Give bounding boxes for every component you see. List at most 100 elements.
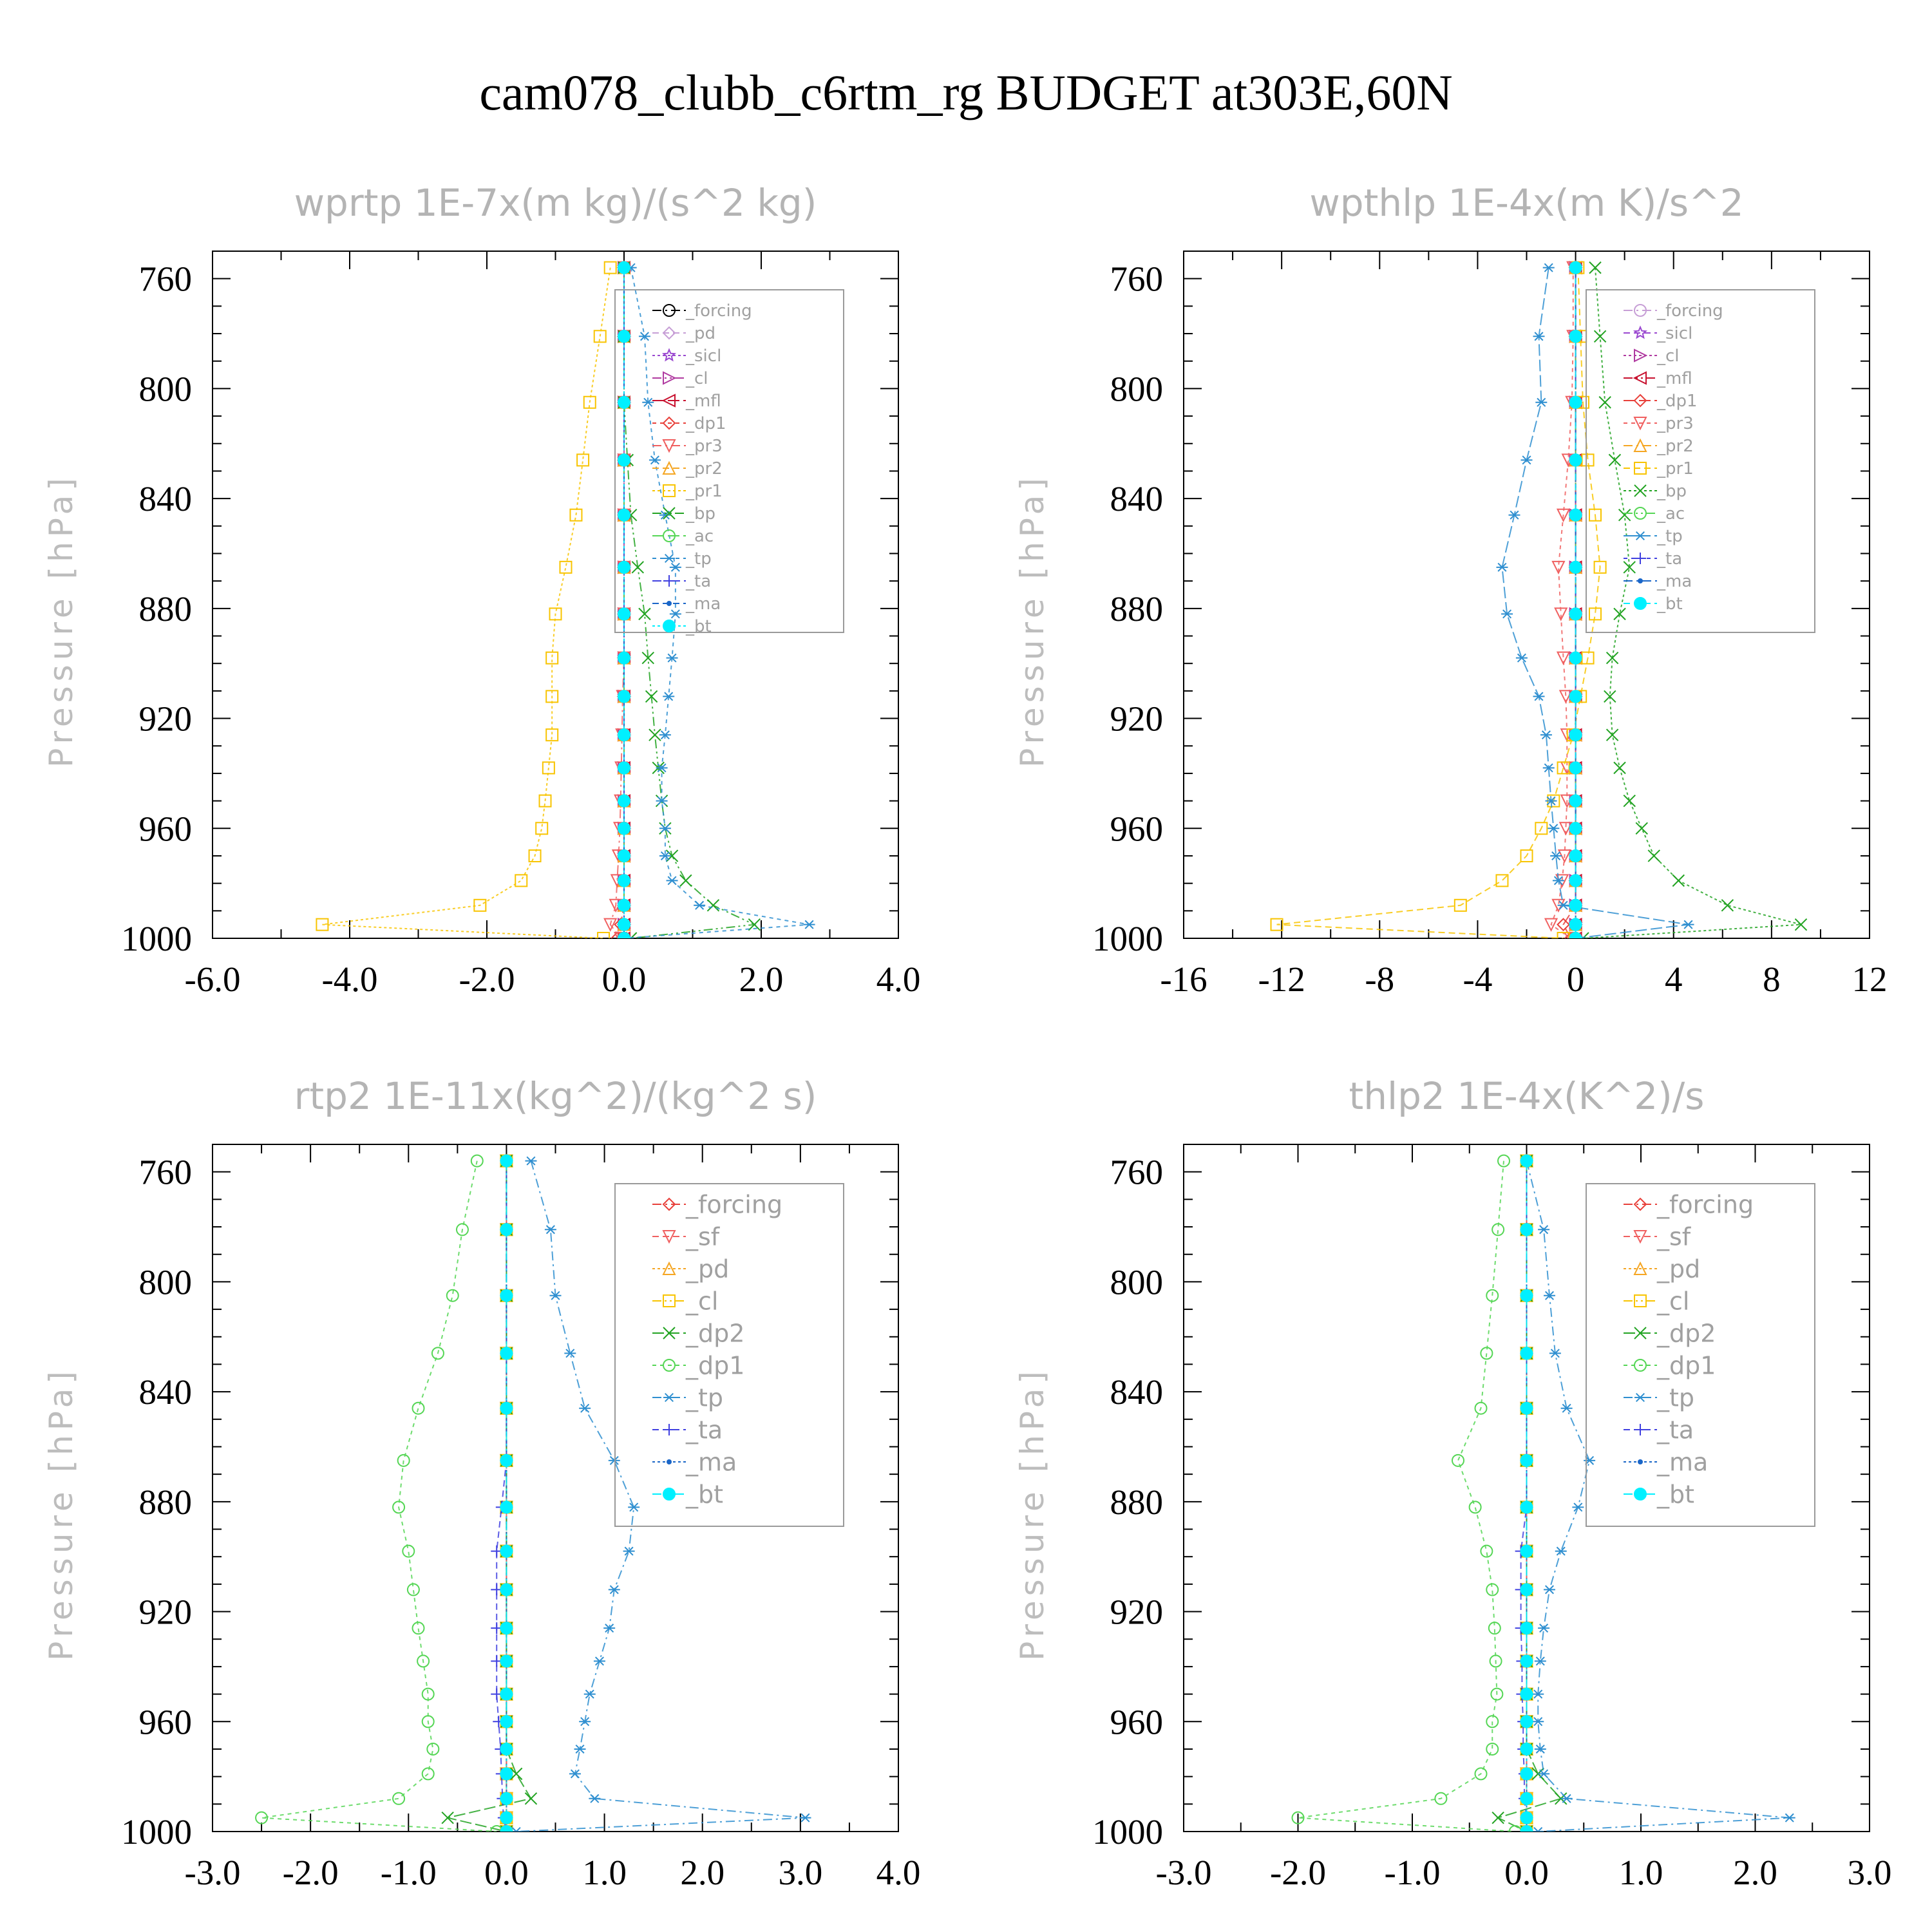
data-point [631,561,645,574]
series-bt [618,261,630,938]
data-point [500,1654,513,1668]
legend-marker [1633,438,1647,452]
legend-label: _forcing [685,301,752,321]
series-line [496,1160,507,1832]
legend-label: _pr1 [1656,459,1694,478]
y-axis-label: Pressure [hPa] [43,473,80,768]
data-point [1486,1715,1499,1728]
data-point [645,690,658,703]
data-point [579,1403,591,1413]
data-point [1552,876,1564,886]
data-point [659,730,671,740]
data-point [1520,1622,1533,1635]
data-point [1569,849,1582,862]
legend: _forcing _sf _pd _cl _dp2 _dp1 _tp _ta _ma _bt [1586,1183,1815,1527]
legend-label: _forcing [685,1190,782,1218]
series-line [616,267,625,938]
data-point [500,1154,513,1168]
x-tick-label: -1.0 [1384,1853,1440,1892]
legend-label: _ma [685,1448,737,1476]
data-point [1569,918,1582,931]
legend-label: _cl [685,1287,718,1315]
data-point [549,607,562,621]
legend-marker [1634,304,1647,317]
legend-marker [662,1230,676,1244]
legend-marker [663,620,676,632]
data-point [628,1502,640,1512]
data-point [799,1813,811,1823]
x-tick-label: -1.0 [381,1853,437,1892]
data-point [1520,1687,1533,1701]
data-point [1486,1583,1499,1596]
series-bt [1520,1154,1533,1832]
series-line [261,1160,497,1832]
y-tick-label: 840 [1110,479,1164,518]
x-tick-label: 0 [1567,960,1585,999]
series-tp [510,1156,811,1832]
data-point [500,1501,513,1514]
data-point [1535,397,1548,407]
series-line [447,1160,533,1832]
data-point [544,1225,556,1235]
legend-label: _dp1 [1656,392,1698,411]
legend-marker [661,393,676,408]
legend-marker [662,326,676,340]
legend-label: _ma [1656,572,1692,591]
y-tick-label: 800 [1110,1262,1164,1302]
data-point [593,1656,605,1666]
data-point [618,874,630,887]
data-point [593,330,607,343]
data-point [1468,1501,1482,1514]
data-point [1569,874,1582,887]
data-point [1569,261,1582,274]
figure-title: cam078_clubb_c6rtm_rg BUDGET at303E,60N [479,64,1452,120]
data-point [1480,1544,1493,1558]
y-tick-label: 880 [1110,589,1164,629]
data-point [1515,653,1528,663]
data-point [589,1794,601,1803]
legend-marker [1634,597,1647,610]
panel-title: wprtp 1E-7x(m kg)/(s^2 kg) [294,181,817,225]
legend-marker [1634,348,1648,363]
x-tick-label: -3.0 [1155,1853,1211,1892]
data-point [1589,261,1602,274]
data-point [618,918,630,931]
data-point [1623,794,1636,808]
data-point [618,330,630,343]
data-point [583,1689,596,1699]
plot-frame [212,1144,899,1832]
data-point [1605,728,1619,741]
legend-label: _bp [1656,482,1687,501]
data-point [1589,508,1602,522]
data-point [470,1154,484,1168]
legend-label: _mfl [685,392,721,411]
data-point [1489,1654,1502,1668]
data-point [392,1501,406,1514]
legend: _forcing _sicl _cl _mfl _dp1 _pr3 _pr2 _pr1 _bp _… [1586,289,1815,633]
chart-panels: wprtp 1E-7x(m kg)/(s^2 kg) Pressure [hPa]… [43,181,1891,1892]
series-pr1 [316,261,617,938]
legend-label: _tp [685,549,712,569]
x-tick-label: 4.0 [876,1853,921,1892]
data-point [1613,761,1626,775]
legend-marker [667,601,672,606]
data-point [559,560,573,574]
y-tick-label: 960 [1110,1702,1164,1741]
data-point [446,1289,459,1302]
data-point [1551,560,1566,575]
data-point [510,1826,522,1832]
data-point [1598,396,1611,409]
data-point [1544,1585,1555,1595]
data-point [1538,1225,1550,1235]
data-point [1474,1401,1488,1415]
series-ta [491,1155,513,1832]
data-point [406,1583,420,1596]
data-point [1569,607,1582,621]
y-axis-label: Pressure [hPa] [1014,473,1051,768]
legend-label: _pr2 [685,459,723,478]
legend-marker [663,304,676,317]
data-point [1560,1403,1573,1413]
data-point [618,651,630,665]
data-point [1569,453,1582,467]
legend-label: _ma [685,594,721,614]
